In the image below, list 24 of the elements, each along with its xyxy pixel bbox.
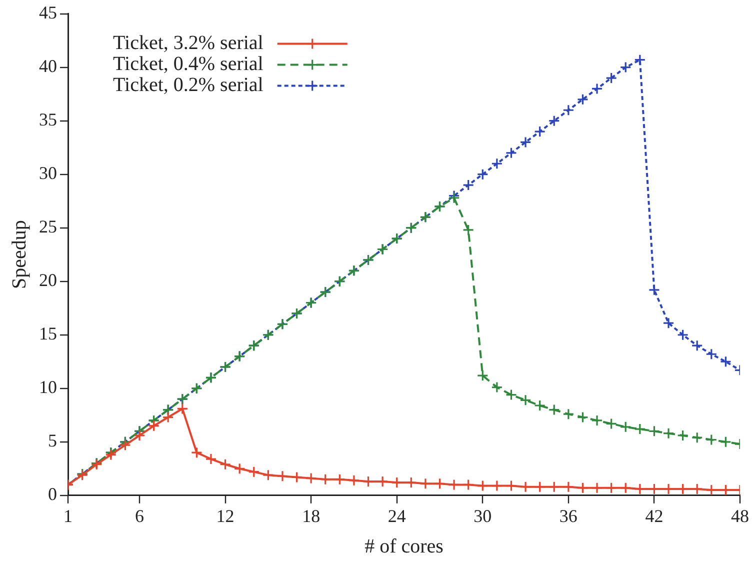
- x-tick-label: 36: [559, 506, 578, 526]
- y-axis-title: Speedup: [8, 220, 30, 290]
- y-tick-label: 15: [39, 324, 57, 344]
- x-tick-label: 12: [216, 506, 234, 526]
- x-tick-label: 24: [388, 506, 406, 526]
- x-tick-label: 1: [64, 506, 72, 526]
- y-tick-label: 25: [39, 216, 57, 237]
- legend-label: Ticket, 0.4% serial: [113, 53, 264, 76]
- y-tick-label: 10: [39, 377, 57, 398]
- legend-label: Ticket, 3.2% serial: [113, 32, 264, 54]
- x-tick-label: 48: [731, 506, 749, 526]
- legend-label: Ticket, 0.2% serial: [113, 74, 264, 96]
- x-tick-label: 18: [302, 506, 320, 526]
- y-tick-label: 0: [48, 484, 57, 504]
- y-tick-label: 40: [39, 56, 57, 76]
- x-tick-label: 42: [645, 506, 664, 526]
- y-tick-label: 30: [39, 163, 57, 184]
- x-axis-title: # of cores: [364, 535, 444, 558]
- x-tick-label: 6: [134, 506, 144, 526]
- y-tick-label: 20: [39, 270, 57, 290]
- x-tick-label: 30: [474, 506, 492, 526]
- y-tick-label: 5: [48, 430, 57, 451]
- y-tick-label: 35: [39, 110, 57, 130]
- y-tick-label: 45: [39, 2, 57, 23]
